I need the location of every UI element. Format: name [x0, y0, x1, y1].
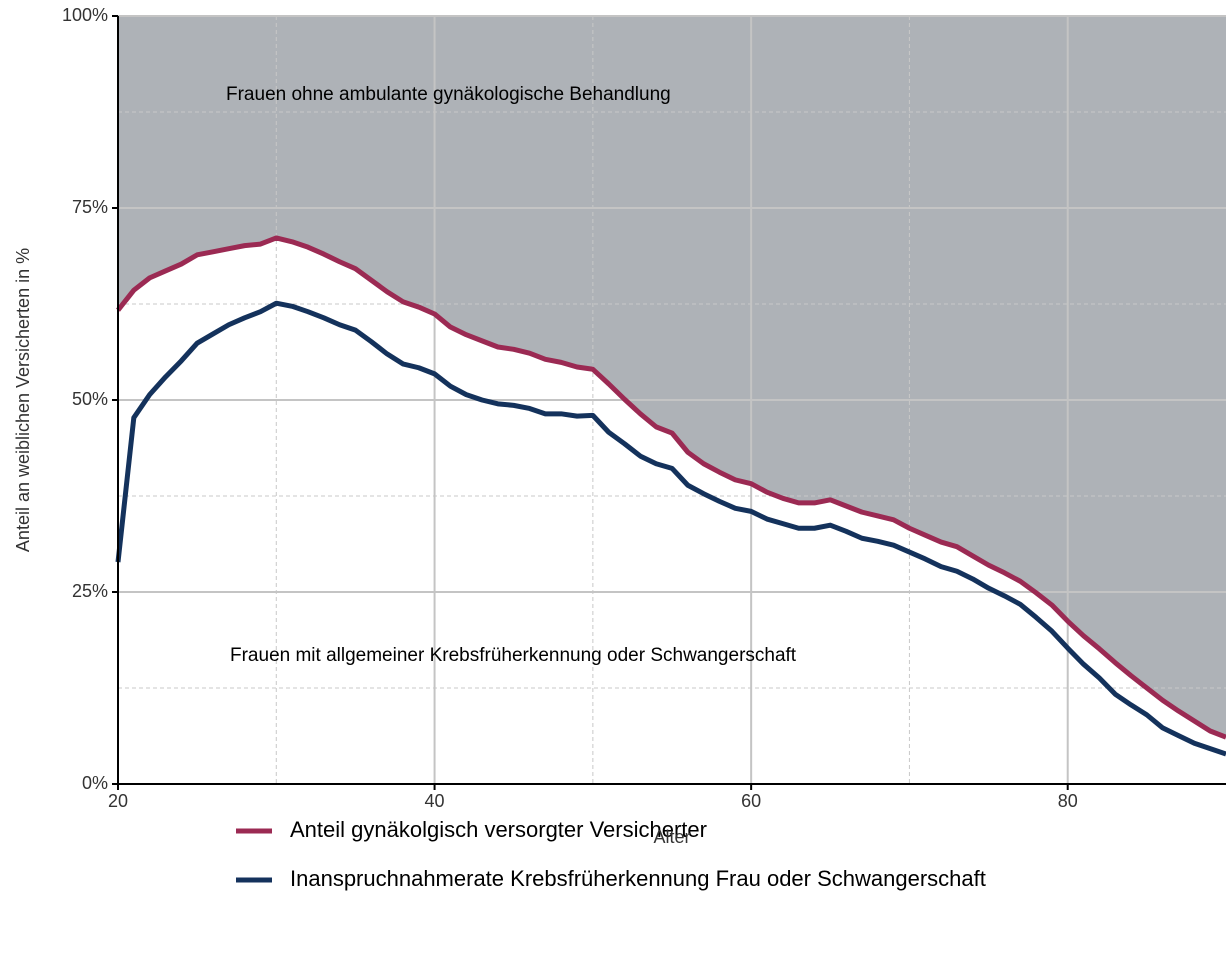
y-tick-label: 50%	[72, 389, 108, 409]
y-axis-label: Anteil an weiblichen Versicherten in %	[13, 248, 33, 552]
x-tick-label: 20	[108, 791, 128, 811]
annotation: Frauen mit allgemeiner Krebsfrüherkennun…	[230, 645, 797, 666]
x-tick-label: 40	[425, 791, 445, 811]
y-tick-label: 25%	[72, 581, 108, 601]
legend-label: Anteil gynäkolgisch versorgter Versicher…	[290, 817, 707, 842]
x-axis-label: Alter	[653, 827, 690, 847]
y-tick-label: 100%	[62, 5, 108, 25]
annotation: Frauen ohne ambulante gynäkologische Beh…	[226, 84, 671, 105]
y-tick-label: 0%	[82, 773, 108, 793]
line	[116, 235, 1226, 740]
legend-label: Inanspruchnahmerate Krebsfrüherkennung F…	[290, 866, 986, 891]
plot: 0% 25% 50% 75% 100% 20 40 60 80 Anteil gynäkolgis…	[62, 5, 1226, 891]
area	[118, 16, 1226, 738]
y-tick-label: 75%	[72, 197, 108, 217]
x-tick-label: 80	[1058, 791, 1078, 811]
x-tick-label: 60	[741, 791, 761, 811]
line	[115, 300, 1226, 757]
